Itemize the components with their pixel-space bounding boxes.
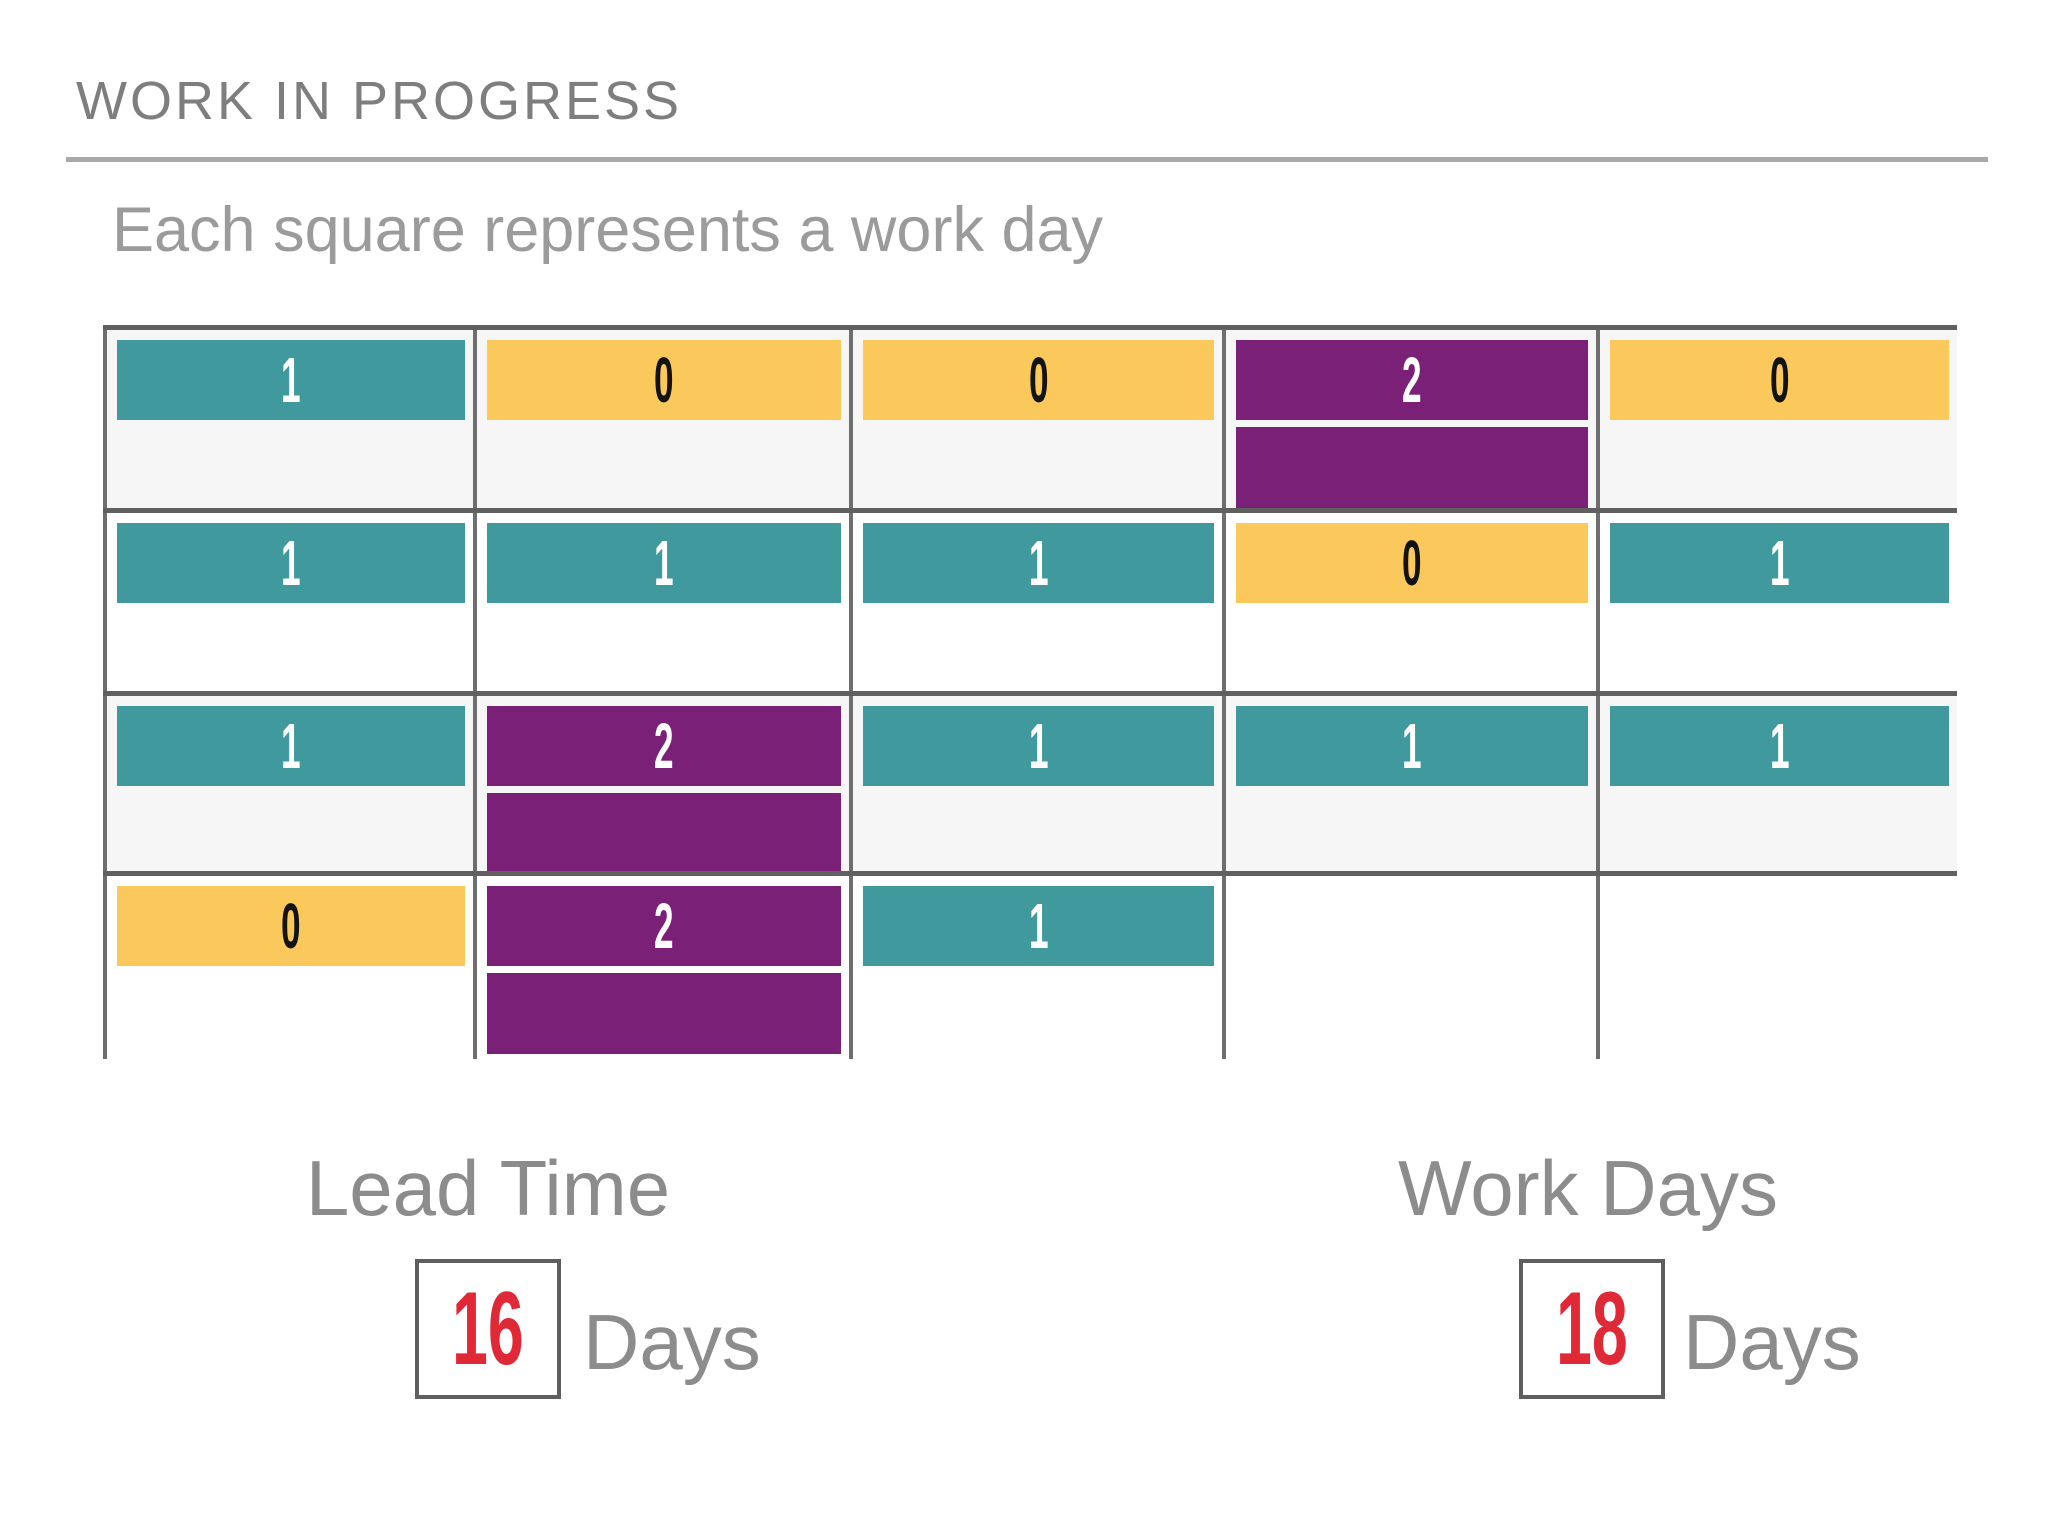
bar-value: 0 <box>654 344 674 416</box>
bar-value: 1 <box>1769 527 1790 599</box>
grid-caption: Each square represents a work day <box>112 195 1104 265</box>
day-bar-purple <box>487 793 841 874</box>
work-days-value: 18 <box>1556 1271 1628 1387</box>
day-bar-teal: 1 <box>117 340 465 420</box>
bar-value: 0 <box>281 890 301 962</box>
lead-time-unit: Days <box>583 1298 761 1386</box>
day-bar-teal: 1 <box>117 523 465 603</box>
bar-value: 2 <box>654 890 674 962</box>
grid-cell: 2 <box>1226 330 1596 508</box>
grid-row: 1 0 0 2 0 <box>103 330 1957 508</box>
grid-cell: 1 <box>1226 696 1596 871</box>
day-bar-teal: 1 <box>1236 706 1588 786</box>
grid-hline <box>103 508 1957 513</box>
day-bar-purple <box>487 973 841 1054</box>
day-bar-teal: 1 <box>863 886 1214 966</box>
grid-cell: 1 <box>1600 513 1957 691</box>
grid-cell: 1 <box>107 696 473 871</box>
day-bar-purple <box>1236 427 1588 508</box>
day-bar-teal: 1 <box>487 523 841 603</box>
bar-value: 1 <box>281 527 301 599</box>
grid-cell: 2 <box>477 696 849 874</box>
bar-value: 1 <box>281 710 301 782</box>
bar-value: 2 <box>1402 344 1422 416</box>
grid-cell: 1 <box>107 330 473 508</box>
day-bar-teal: 1 <box>1610 706 1949 786</box>
grid-row: 0 2 1 <box>103 876 1957 1059</box>
grid-cell: 0 <box>1600 330 1957 508</box>
grid-cell: 2 <box>477 876 849 1059</box>
day-bar-teal: 1 <box>1610 523 1949 603</box>
grid-cell <box>1600 876 1957 1059</box>
grid-cell: 0 <box>1226 513 1596 691</box>
work-days-label: Work Days <box>1398 1144 1778 1232</box>
grid-cell: 0 <box>853 330 1222 508</box>
bar-value: 1 <box>1769 710 1790 782</box>
work-day-grid: 1 0 0 2 0 1 1 1 0 1 1 2 1 1 1 0 2 1 <box>103 325 1957 1059</box>
day-bar-teal: 1 <box>863 523 1214 603</box>
grid-cell: 1 <box>107 513 473 691</box>
page-title: WORK IN PROGRESS <box>76 71 683 131</box>
grid-cell <box>1226 876 1596 1059</box>
lead-time-label: Lead Time <box>305 1144 671 1232</box>
grid-cell: 0 <box>477 330 849 508</box>
day-bar-yellow: 0 <box>1610 340 1949 420</box>
grid-cell: 1 <box>853 513 1222 691</box>
grid-hline <box>103 871 1957 876</box>
bar-value: 1 <box>281 344 301 416</box>
day-bar-yellow: 0 <box>487 340 841 420</box>
bar-value: 0 <box>1769 344 1790 416</box>
grid-cell: 1 <box>1600 696 1957 871</box>
lead-time-value: 16 <box>452 1271 524 1387</box>
grid-cell: 0 <box>107 876 473 1059</box>
bar-value: 0 <box>1402 527 1422 599</box>
lead-time-box: 16 <box>415 1259 561 1399</box>
bar-value: 2 <box>654 710 674 782</box>
grid-row: 1 1 1 0 1 <box>103 513 1957 691</box>
bar-value: 1 <box>654 527 674 599</box>
day-bar-purple: 2 <box>487 886 841 966</box>
bar-value: 0 <box>1028 344 1049 416</box>
title-underline <box>66 157 1988 162</box>
grid-cell: 1 <box>477 513 849 691</box>
grid-row: 1 2 1 1 1 <box>103 696 1957 874</box>
grid-hline <box>103 691 1957 696</box>
day-bar-teal: 1 <box>863 706 1214 786</box>
day-bar-teal: 1 <box>117 706 465 786</box>
day-bar-purple: 2 <box>1236 340 1588 420</box>
bar-value: 1 <box>1028 890 1049 962</box>
work-days-box: 18 <box>1519 1259 1665 1399</box>
bar-value: 1 <box>1028 527 1049 599</box>
day-bar-yellow: 0 <box>117 886 465 966</box>
day-bar-yellow: 0 <box>1236 523 1588 603</box>
grid-cell: 1 <box>853 876 1222 1059</box>
work-days-unit: Days <box>1683 1298 1861 1386</box>
day-bar-purple: 2 <box>487 706 841 786</box>
day-bar-yellow: 0 <box>863 340 1214 420</box>
grid-hline <box>103 325 1957 330</box>
grid-cell: 1 <box>853 696 1222 871</box>
bar-value: 1 <box>1402 710 1422 782</box>
bar-value: 1 <box>1028 710 1049 782</box>
